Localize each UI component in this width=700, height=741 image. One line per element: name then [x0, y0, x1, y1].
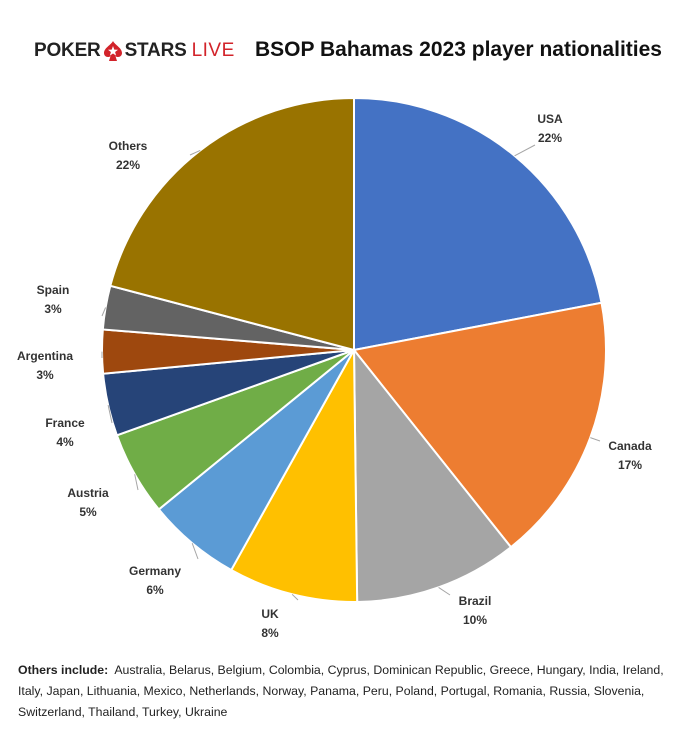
leader-line-uk [291, 593, 299, 601]
pie-slices [101, 96, 607, 603]
slice-label-germany: Germany [129, 564, 181, 578]
logo-poker-text: POKER [34, 40, 101, 61]
logo-live-text: LIVE [191, 40, 235, 61]
slice-percent-others: 22% [116, 158, 140, 172]
slice-label-uk: UK [261, 607, 279, 621]
slice-label-brazil: Brazil [459, 594, 492, 608]
pie-slice-uk [229, 346, 359, 603]
slice-percent-argentina: 3% [36, 368, 54, 382]
footnote-heading: Others include: [18, 663, 109, 677]
slice-label-canada: Canada [608, 439, 652, 453]
slice-label-argentina: Argentina [17, 349, 73, 363]
leader-line-austria [134, 474, 139, 491]
pie-slice-usa [353, 96, 603, 352]
others-footnote: Others include: Australia, Belarus, Belg… [18, 660, 688, 723]
pie-slice-brazil [352, 347, 513, 603]
slice-percent-uk: 8% [261, 626, 279, 640]
pie-slice-canada [352, 301, 607, 549]
slice-percent-usa: 22% [538, 131, 562, 145]
leader-line-usa [514, 144, 536, 157]
leader-line-canada [590, 437, 601, 442]
leader-line-brazil [438, 586, 451, 596]
slice-percent-brazil: 10% [463, 613, 487, 627]
slice-percent-germany: 6% [146, 583, 164, 597]
logo-stars-text: STARS [124, 40, 187, 61]
slice-label-spain: Spain [37, 283, 70, 297]
pie-labels: USA 22% Canada 17% Brazil 10% UK 8% Germany 6% Aus… [17, 112, 652, 640]
slice-label-france: France [45, 416, 85, 430]
spade-star-icon [103, 41, 122, 61]
pokerstars-live-logo: POKER STARS LIVE [34, 38, 235, 64]
pie-chart: USA 22% Canada 17% Brazil 10% UK 8% Germany 6% Aus… [17, 96, 652, 640]
leader-line-germany [191, 543, 199, 560]
slice-label-usa: USA [537, 112, 563, 126]
slice-label-others: Others [109, 139, 148, 153]
footnote-text: Australia, Belarus, Belgium, Colombia, C… [18, 663, 664, 719]
slice-percent-canada: 17% [618, 458, 642, 472]
leader-line-france [107, 404, 113, 424]
leader-line-others [189, 149, 201, 156]
slice-percent-france: 4% [56, 435, 74, 449]
slice-percent-spain: 3% [44, 302, 62, 316]
leader-line-spain [101, 307, 107, 317]
slice-label-austria: Austria [67, 486, 109, 500]
slice-percent-austria: 5% [79, 505, 97, 519]
chart-title: BSOP Bahamas 2023 player nationalities [255, 38, 662, 61]
